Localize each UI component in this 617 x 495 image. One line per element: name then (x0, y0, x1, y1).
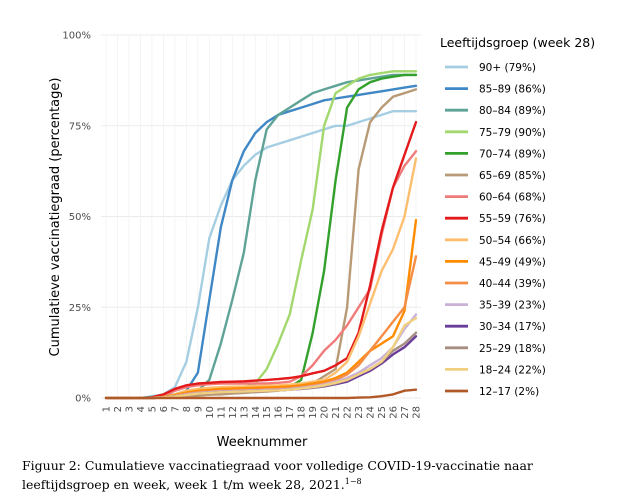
legend-label: 85–89 (86%) (479, 84, 546, 96)
x-tick-label: 17 (285, 406, 296, 419)
x-tick-label: 12 (228, 406, 239, 419)
x-tick-label: 5 (147, 406, 158, 412)
x-tick-label: 26 (389, 406, 400, 419)
x-tick-label: 4 (136, 406, 147, 412)
vaccination-line-chart: 0%25%50%75%100% 1 2 3 4 5 6 7 8 9 10 11 12 13 14 15 16 1… (48, 31, 595, 451)
legend-label: 40–44 (39%) (479, 278, 546, 290)
series-line (104, 70, 418, 400)
x-tick-label: 28 (412, 406, 423, 419)
series-line (104, 120, 418, 400)
x-tick-label: 11 (216, 406, 227, 419)
x-tick-label: 24 (366, 406, 377, 419)
x-tick-label: 23 (354, 406, 365, 419)
grid (101, 34, 421, 399)
x-tick-label: 1 (102, 406, 113, 412)
caption-references: 1−8 (344, 477, 362, 486)
legend-label: 35–39 (23%) (479, 300, 546, 312)
legend-label: 60–64 (68%) (479, 192, 546, 204)
legend-label: 25–29 (18%) (479, 343, 546, 355)
x-tick-label: 21 (331, 406, 342, 419)
figure-caption: Figuur 2: Cumulatieve vaccinatiegraad vo… (22, 458, 602, 493)
legend: 90+ (79%) 85–89 (86%) 80–84 (89%) 75–79 (90… (445, 62, 546, 398)
y-axis-title: Cumulatieve vaccinatiegraad (percentage) (48, 78, 63, 357)
legend-label: 12–17 (2%) (479, 386, 539, 398)
series-lines (104, 70, 418, 400)
legend-label: 30–34 (17%) (479, 321, 546, 333)
legend-label: 70–74 (89%) (479, 148, 546, 160)
x-tick-label: 9 (193, 406, 204, 412)
legend-label: 65–69 (85%) (479, 170, 546, 182)
y-axis-ticks: 0% 25% 50% 75% 100% (62, 31, 91, 405)
x-tick-label: 15 (262, 406, 273, 419)
y-tick-label: 0% (75, 394, 91, 405)
x-tick-label: 13 (239, 406, 250, 419)
y-tick-label: 50% (69, 212, 91, 223)
legend-label: 90+ (79%) (479, 62, 536, 74)
x-tick-label: 7 (170, 406, 181, 412)
caption-line-1: Figuur 2: Cumulatieve vaccinatiegraad vo… (22, 458, 533, 473)
x-tick-label: 20 (320, 406, 331, 419)
series-line (104, 388, 418, 400)
x-tick-label: 10 (205, 406, 216, 419)
series-line (104, 157, 418, 400)
legend-label: 80–84 (89%) (479, 105, 546, 117)
legend-label: 50–54 (66%) (479, 235, 546, 247)
x-axis-ticks: 1 2 3 4 5 6 7 8 9 10 11 12 13 14 15 16 17 18 19 20 21 22 23 24 2… (102, 406, 423, 419)
caption-line-2: leeftijdsgroep en week, week 1 t/m week … (22, 477, 345, 493)
series-line (104, 150, 418, 400)
legend-title: Leeftijdsgroep (week 28) (440, 35, 595, 50)
legend-label: 75–79 (90%) (479, 127, 546, 139)
x-tick-label: 6 (159, 406, 170, 412)
x-tick-label: 16 (274, 406, 285, 419)
y-tick-label: 100% (62, 31, 91, 42)
x-tick-label: 18 (297, 406, 308, 419)
legend-label: 55–59 (76%) (479, 213, 546, 225)
x-tick-label: 2 (113, 406, 124, 412)
x-tick-label: 22 (343, 406, 354, 419)
x-tick-label: 25 (377, 406, 388, 419)
x-tick-label: 14 (251, 406, 262, 419)
x-tick-label: 27 (400, 406, 411, 419)
legend-label: 45–49 (49%) (479, 256, 546, 268)
x-tick-label: 8 (182, 406, 193, 412)
x-tick-label: 3 (124, 406, 135, 412)
legend-label: 18–24 (22%) (479, 364, 546, 376)
x-tick-label: 19 (308, 406, 319, 419)
y-tick-label: 25% (69, 303, 91, 314)
y-tick-label: 75% (69, 121, 91, 132)
x-axis-title: Weeknummer (217, 435, 308, 450)
